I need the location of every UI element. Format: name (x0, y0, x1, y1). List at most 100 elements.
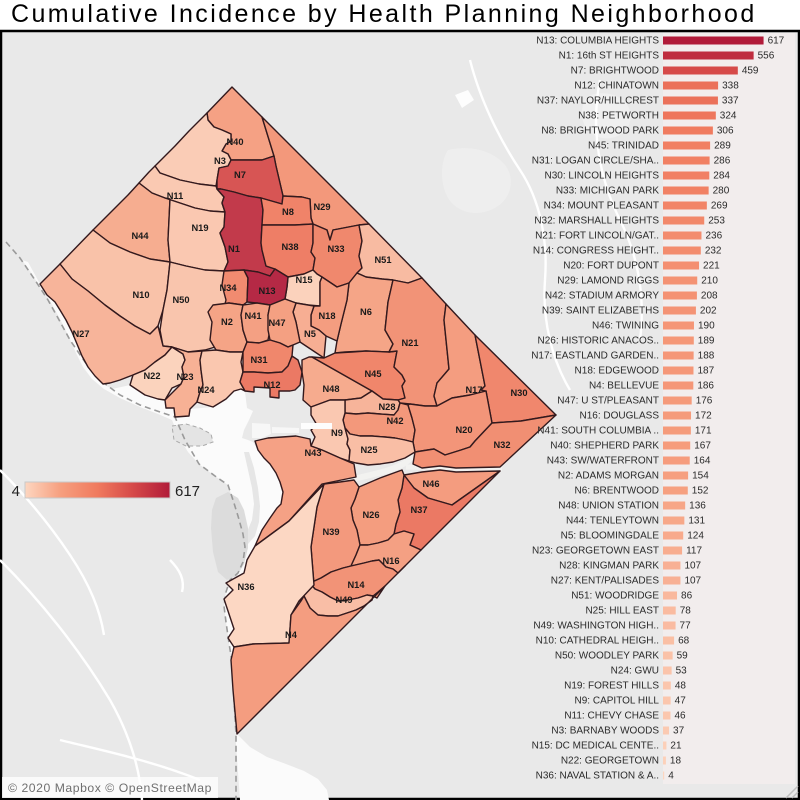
svg-text:N41: N41 (244, 311, 261, 321)
svg-text:N7: N7 (234, 170, 246, 180)
svg-text:N19: FOREST HILLS: N19: FOREST HILLS (564, 681, 659, 692)
svg-text:N16: N16 (382, 556, 399, 566)
svg-text:© 2020 Mapbox © OpenStreetMap: © 2020 Mapbox © OpenStreetMap (8, 781, 212, 795)
svg-text:284: 284 (713, 171, 730, 182)
svg-text:107: 107 (684, 561, 701, 572)
svg-text:N28: KINGMAN PARK: N28: KINGMAN PARK (559, 561, 659, 572)
svg-text:N47: N47 (268, 318, 285, 328)
svg-text:N32: N32 (493, 440, 510, 450)
svg-text:131: 131 (688, 516, 705, 527)
svg-text:N4: N4 (285, 630, 298, 640)
svg-text:N37: N37 (410, 505, 427, 515)
svg-text:N5: N5 (304, 329, 316, 339)
svg-text:617: 617 (768, 36, 785, 47)
svg-text:N20: N20 (455, 425, 472, 435)
svg-text:N28: N28 (378, 402, 395, 412)
svg-text:N11: N11 (167, 191, 184, 201)
svg-text:N7: BRIGHTWOOD: N7: BRIGHTWOOD (571, 66, 659, 77)
svg-text:556: 556 (758, 51, 775, 62)
svg-text:N48: N48 (322, 384, 339, 394)
svg-text:202: 202 (700, 306, 717, 317)
svg-text:21: 21 (670, 741, 682, 752)
svg-text:N19: N19 (191, 223, 208, 233)
svg-text:4: 4 (668, 771, 674, 782)
svg-text:N46: TWINING: N46: TWINING (592, 321, 659, 332)
svg-text:37: 37 (673, 726, 685, 737)
svg-text:N43: N43 (304, 448, 321, 458)
svg-text:N3: N3 (214, 156, 226, 166)
svg-text:N13: COLUMBIA HEIGHTS: N13: COLUMBIA HEIGHTS (536, 36, 659, 47)
svg-text:N6: BRENTWOOD: N6: BRENTWOOD (575, 486, 659, 497)
svg-text:N2: N2 (221, 317, 233, 327)
svg-text:459: 459 (742, 66, 759, 77)
svg-text:289: 289 (714, 141, 731, 152)
svg-text:617: 617 (175, 483, 200, 500)
svg-text:N34: N34 (219, 283, 237, 293)
svg-text:154: 154 (692, 471, 709, 482)
svg-text:N8: N8 (282, 207, 294, 217)
svg-text:N36: N36 (237, 582, 254, 592)
svg-text:167: 167 (694, 441, 711, 452)
svg-text:N46: N46 (422, 479, 439, 489)
svg-text:N26: N26 (362, 510, 379, 520)
svg-text:N27: KENT/PALISADES: N27: KENT/PALISADES (551, 576, 660, 587)
svg-text:68: 68 (678, 636, 690, 647)
svg-text:210: 210 (701, 276, 718, 287)
svg-text:4: 4 (12, 483, 20, 500)
svg-text:53: 53 (676, 666, 688, 677)
svg-text:286: 286 (714, 156, 731, 167)
svg-text:221: 221 (703, 261, 720, 272)
svg-text:107: 107 (684, 576, 701, 587)
svg-text:N27: N27 (72, 329, 89, 339)
svg-text:N14: CONGRESS HEIGHT..: N14: CONGRESS HEIGHT.. (533, 246, 659, 257)
svg-text:N15: N15 (295, 275, 312, 285)
svg-text:N15: DC MEDICAL CENTE..: N15: DC MEDICAL CENTE.. (532, 741, 659, 752)
svg-text:46: 46 (674, 711, 686, 722)
svg-text:N1: 16th ST HEIGHTS: N1: 16th ST HEIGHTS (559, 51, 660, 62)
svg-text:117: 117 (686, 546, 702, 557)
svg-text:186: 186 (697, 381, 714, 392)
svg-text:232: 232 (705, 246, 722, 257)
svg-text:N42: STADIUM ARMORY: N42: STADIUM ARMORY (545, 291, 659, 302)
svg-text:N23: GEORGETOWN EAST: N23: GEORGETOWN EAST (532, 546, 659, 557)
svg-text:N38: N38 (281, 242, 298, 252)
svg-text:187: 187 (697, 366, 714, 377)
svg-text:N5: BLOOMINGDALE: N5: BLOOMINGDALE (561, 531, 660, 542)
svg-text:164: 164 (694, 456, 711, 467)
svg-text:N45: TRINIDAD: N45: TRINIDAD (588, 141, 659, 152)
svg-text:N29: N29 (313, 202, 330, 212)
svg-text:N41: SOUTH COLUMBIA ..: N41: SOUTH COLUMBIA .. (537, 426, 659, 437)
svg-text:269: 269 (711, 201, 728, 212)
svg-text:N21: FORT LINCOLN/GAT..: N21: FORT LINCOLN/GAT.. (535, 231, 659, 242)
svg-text:337: 337 (722, 96, 739, 107)
svg-text:N33: N33 (327, 244, 344, 254)
svg-text:N17: N17 (465, 385, 482, 395)
svg-text:N31: N31 (250, 355, 267, 365)
svg-text:N24: N24 (197, 385, 215, 395)
svg-text:N30: LINCOLN HEIGHTS: N30: LINCOLN HEIGHTS (545, 171, 660, 182)
svg-text:47: 47 (675, 696, 687, 707)
svg-text:78: 78 (680, 606, 692, 617)
svg-text:N24: GWU: N24: GWU (611, 666, 659, 677)
svg-text:N17: EASTLAND GARDEN..: N17: EASTLAND GARDEN.. (531, 351, 659, 362)
svg-text:324: 324 (720, 111, 737, 122)
svg-text:N26: HISTORIC ANACOS..: N26: HISTORIC ANACOS.. (537, 336, 659, 347)
svg-text:N32: MARSHALL HEIGHTS: N32: MARSHALL HEIGHTS (534, 216, 659, 227)
svg-text:N22: GEORGETOWN: N22: GEORGETOWN (561, 756, 659, 767)
svg-text:N14: N14 (347, 580, 365, 590)
svg-text:188: 188 (698, 351, 715, 362)
svg-text:N30: N30 (510, 388, 527, 398)
svg-text:N50: N50 (172, 295, 189, 305)
svg-text:N29: LAMOND RIGGS: N29: LAMOND RIGGS (557, 276, 659, 287)
svg-text:N36: NAVAL STATION & A..: N36: NAVAL STATION & A.. (536, 771, 659, 782)
svg-text:338: 338 (722, 81, 739, 92)
svg-text:N31: LOGAN CIRCLE/SHA..: N31: LOGAN CIRCLE/SHA.. (532, 156, 659, 167)
svg-text:N47: U ST/PLEASANT: N47: U ST/PLEASANT (557, 396, 659, 407)
svg-text:N49: N49 (335, 595, 352, 605)
svg-text:N12: N12 (263, 380, 280, 390)
svg-text:77: 77 (680, 621, 692, 632)
svg-text:N9: CAPITOL HILL: N9: CAPITOL HILL (575, 696, 660, 707)
svg-text:N42: N42 (386, 416, 403, 426)
svg-text:136: 136 (689, 501, 706, 512)
svg-text:N51: N51 (374, 255, 391, 265)
